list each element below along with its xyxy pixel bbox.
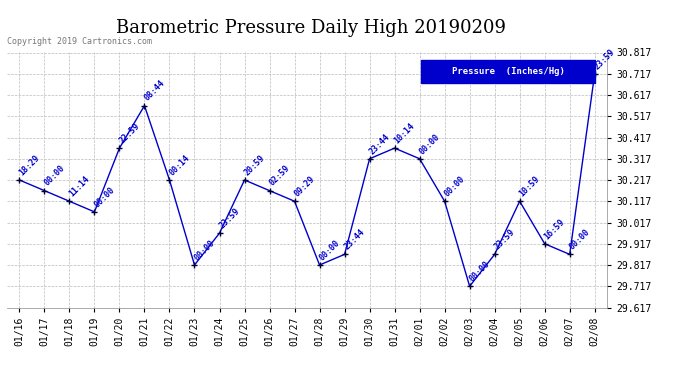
Text: 00:00: 00:00 [317,238,342,262]
Text: 23:44: 23:44 [367,132,391,156]
Text: 11:14: 11:14 [67,174,91,198]
Text: Barometric Pressure Daily High 20190209: Barometric Pressure Daily High 20190209 [115,19,506,37]
Text: 08:44: 08:44 [142,79,166,103]
Text: 20:59: 20:59 [242,153,266,177]
Text: 23:59: 23:59 [493,228,517,252]
Text: 22:59: 22:59 [117,121,141,146]
Text: 00:00: 00:00 [567,228,591,252]
Text: 00:00: 00:00 [193,238,217,262]
Text: 00:00: 00:00 [42,164,66,188]
Text: 18:29: 18:29 [17,153,41,177]
Text: 09:29: 09:29 [293,174,317,198]
Text: 23:59: 23:59 [593,47,617,71]
Text: 16:59: 16:59 [542,217,566,241]
Text: 00:14: 00:14 [167,153,191,177]
Text: 10:59: 10:59 [518,174,542,198]
Text: 00:00: 00:00 [467,260,491,284]
Text: 00:00: 00:00 [417,132,442,156]
Text: 00:00: 00:00 [92,185,117,209]
Text: 23:59: 23:59 [217,206,241,230]
Text: 23:44: 23:44 [342,228,366,252]
Text: 00:00: 00:00 [442,174,466,198]
Text: 02:59: 02:59 [267,164,291,188]
Text: Copyright 2019 Cartronics.com: Copyright 2019 Cartronics.com [7,38,152,46]
Text: 10:14: 10:14 [393,121,417,146]
Text: Pressure  (Inches/Hg): Pressure (Inches/Hg) [452,67,564,76]
FancyBboxPatch shape [421,60,595,83]
